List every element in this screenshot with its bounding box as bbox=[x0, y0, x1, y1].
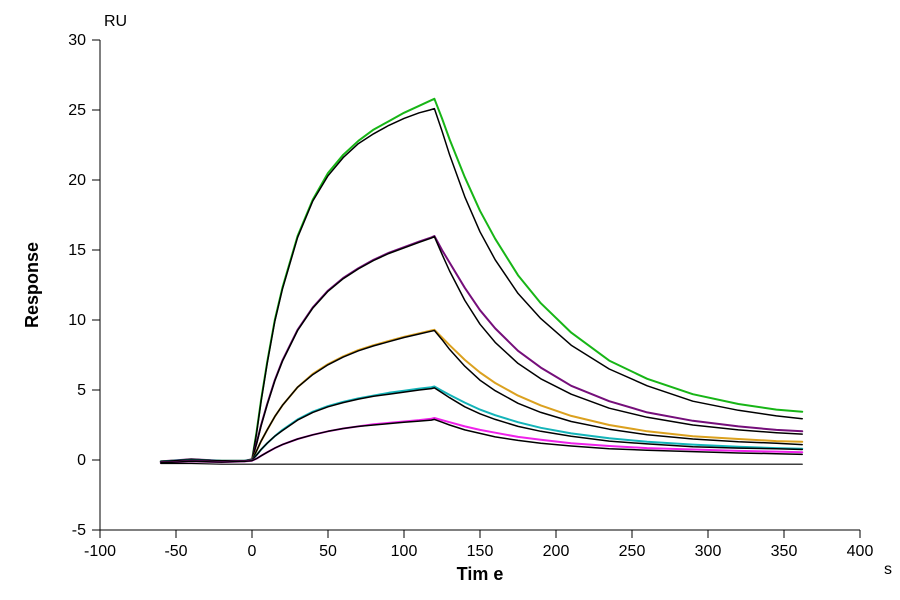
sensorgram-chart: -100-50050100150200250300350400-50510152… bbox=[0, 0, 900, 600]
x-unit-label: s bbox=[884, 561, 892, 578]
x-axis-title: Tim e bbox=[457, 564, 504, 584]
x-tick-label: 50 bbox=[319, 543, 337, 560]
y-tick-label: 25 bbox=[68, 102, 86, 119]
y-tick-label: 10 bbox=[68, 312, 86, 329]
y-unit-label: RU bbox=[104, 13, 127, 30]
y-tick-label: 20 bbox=[68, 172, 86, 189]
x-tick-label: 350 bbox=[771, 543, 798, 560]
y-tick-label: 5 bbox=[77, 382, 86, 399]
x-tick-label: 0 bbox=[248, 543, 257, 560]
x-tick-label: 400 bbox=[847, 543, 874, 560]
x-tick-label: 100 bbox=[391, 543, 418, 560]
series-remaining-black bbox=[161, 464, 802, 465]
x-tick-label: 250 bbox=[619, 543, 646, 560]
x-tick-label: 150 bbox=[467, 543, 494, 560]
y-tick-label: 30 bbox=[68, 32, 86, 49]
x-tick-label: -100 bbox=[84, 543, 116, 560]
x-tick-label: 300 bbox=[695, 543, 722, 560]
y-tick-label: 0 bbox=[77, 452, 86, 469]
chart-svg: -100-50050100150200250300350400-50510152… bbox=[0, 0, 900, 600]
x-tick-label: 200 bbox=[543, 543, 570, 560]
y-axis-title: Response bbox=[22, 242, 42, 328]
y-tick-label: 15 bbox=[68, 242, 86, 259]
y-tick-label: -5 bbox=[72, 522, 86, 539]
x-tick-label: -50 bbox=[164, 543, 187, 560]
